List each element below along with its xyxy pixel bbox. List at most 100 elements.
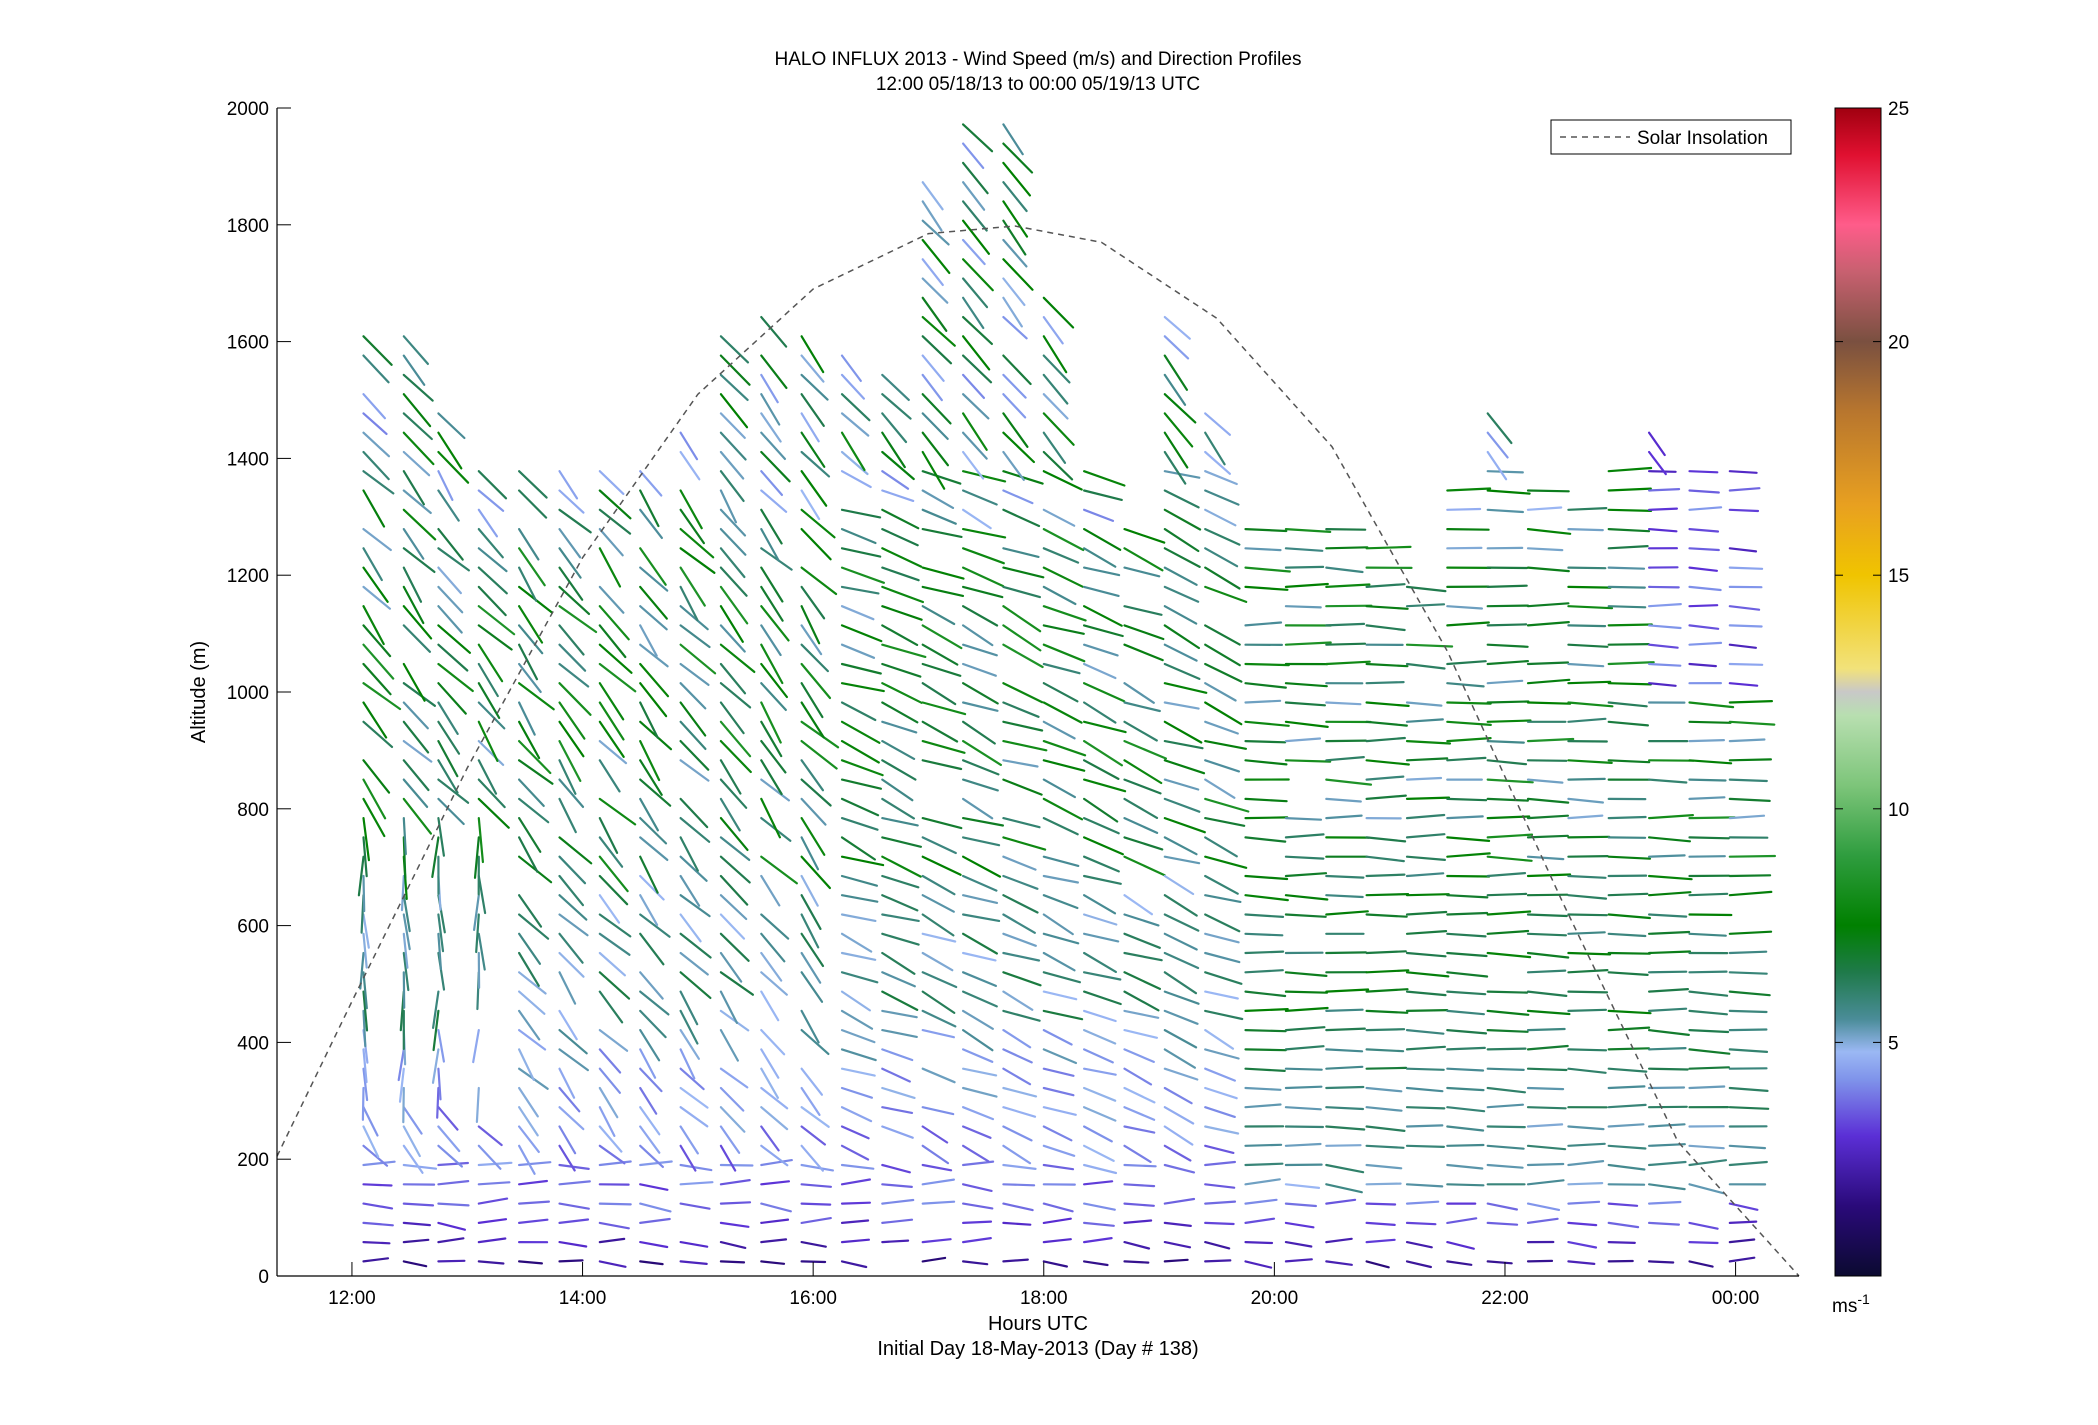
wind-vector [1163,1009,1199,1025]
wind-vector [1163,971,1198,995]
legend: Solar Insolation [1550,119,1792,155]
wind-vector [639,874,665,901]
wind-vector [1607,508,1653,512]
wind-vector [1486,470,1524,474]
wind-vector [961,316,994,345]
wind-vector [1405,893,1450,897]
wind-vector [921,1178,956,1186]
wind-vector [840,739,880,764]
wind-vector [436,1086,440,1119]
wind-vector [921,1200,956,1205]
wind-vector [1123,1125,1156,1134]
wind-vector [1607,682,1653,686]
wind-vector [598,508,632,535]
wind-vector [1567,1159,1605,1167]
wind-vector [558,739,582,783]
wind-vector [1405,1067,1445,1071]
wind-vector [598,990,624,1024]
wind-vector [1325,1008,1364,1013]
wind-vector [475,1086,480,1124]
wind-vector [1042,335,1068,374]
wind-vector [437,932,442,971]
wind-vector [402,1163,438,1170]
wind-vector [1365,1028,1406,1032]
wind-vector [1244,527,1288,533]
wind-vector [1244,1103,1282,1109]
wind-vector [1728,797,1771,803]
wind-vector [1325,778,1373,786]
wind-vector [1607,527,1651,533]
wind-vector [362,527,392,552]
wind-vector [1446,1240,1475,1250]
wind-vector [402,335,429,365]
wind-vector [1163,836,1198,856]
wind-vector [1204,547,1239,568]
wind-vector [1526,814,1570,820]
wind-vector [437,1237,465,1244]
wind-vector [921,874,956,896]
colorbar-tick-label: 25 [1888,99,1909,120]
wind-vector [881,913,920,923]
wind-vector [1486,1086,1527,1094]
wind-vector [639,701,659,739]
wind-vector [1365,892,1410,897]
wind-vector [961,913,1001,923]
wind-vector [1688,1260,1714,1268]
wind-vector [1728,643,1758,649]
wind-vector [760,354,788,389]
wind-vector [1042,739,1087,757]
wind-vector [961,142,985,169]
wind-vector [1244,566,1291,573]
wind-vector [1204,643,1241,667]
wind-vector [1486,412,1513,445]
wind-vector [1042,720,1076,740]
wind-vector [800,816,826,856]
wind-vector [881,527,919,547]
wind-vector [598,1086,619,1119]
wind-vector [719,662,747,695]
wind-vector [881,1125,914,1139]
wind-vector [1567,527,1604,532]
wind-vector [1365,624,1406,632]
wind-vector [517,605,544,644]
wind-vector [1002,585,1042,599]
wind-vector [1002,1067,1032,1086]
wind-vector [1204,508,1237,527]
wind-vector [1163,508,1202,531]
wind-vector [719,335,750,364]
wind-vector [881,816,919,827]
x-tick-label: 00:00 [1712,1288,1760,1309]
wind-vector [639,855,659,894]
wind-vector [1446,527,1490,531]
wind-vector [840,1260,868,1269]
wind-vector [402,1125,421,1158]
wind-vector [840,566,886,584]
wind-vector [1244,797,1288,803]
wind-vector [961,1067,998,1077]
wind-vector [1042,624,1085,635]
wind-vector [1405,585,1447,593]
wind-vector [1405,1045,1447,1051]
wind-vector [679,431,699,461]
wind-vector [517,643,539,681]
wind-vector [402,682,436,707]
wind-vector [1244,1048,1287,1052]
wind-vector [1244,816,1289,820]
wind-vector [639,682,668,718]
wind-vector [402,739,433,763]
wind-vector [961,1106,995,1121]
wind-vector [1688,1183,1725,1195]
wind-vector [921,585,965,598]
wind-vector [1082,682,1126,703]
wind-vector [362,1160,396,1167]
wind-vector [800,1216,832,1225]
wind-vector [598,913,632,938]
wind-vector [1325,1260,1353,1266]
wind-vector [760,1180,791,1186]
wind-vector [477,797,510,829]
wind-vector [961,277,989,309]
wind-vector [1365,759,1410,766]
wind-vector [1163,527,1200,553]
wind-vector [760,739,787,774]
wind-vector [1607,1163,1646,1171]
